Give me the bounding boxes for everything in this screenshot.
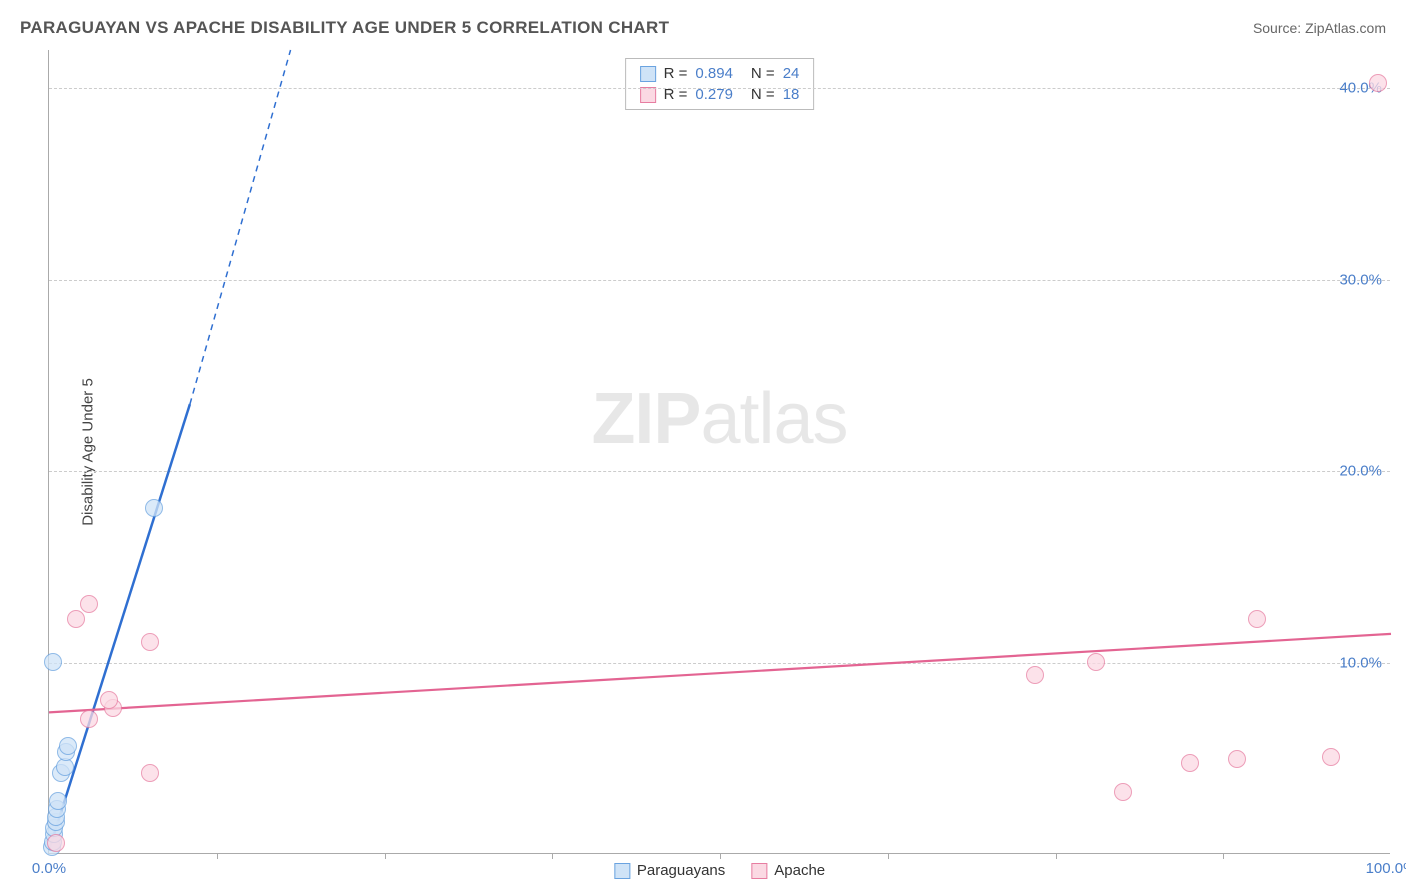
x-tick: [720, 853, 721, 859]
data-point: [1228, 750, 1246, 768]
data-point: [100, 691, 118, 709]
series-legend: Paraguayans Apache: [614, 862, 825, 879]
x-tick: [888, 853, 889, 859]
legend-n-value: 24: [783, 65, 800, 82]
data-point: [1369, 74, 1387, 92]
legend-swatch: [640, 66, 656, 82]
data-point: [56, 758, 74, 776]
data-point: [67, 610, 85, 628]
legend-label: Paraguayans: [637, 862, 725, 879]
x-tick: [385, 853, 386, 859]
chart-title: PARAGUAYAN VS APACHE DISABILITY AGE UNDE…: [20, 18, 669, 38]
y-tick-label: 20.0%: [1339, 463, 1382, 480]
x-tick: [217, 853, 218, 859]
source-label: Source: ZipAtlas.com: [1253, 20, 1386, 36]
legend-swatch: [614, 863, 630, 879]
gridline: [49, 471, 1390, 472]
data-point: [1181, 754, 1199, 772]
data-point: [1114, 783, 1132, 801]
gridline: [49, 280, 1390, 281]
header: PARAGUAYAN VS APACHE DISABILITY AGE UNDE…: [20, 18, 1386, 38]
legend-row: R =0.279N =18: [640, 84, 800, 105]
data-point: [49, 792, 67, 810]
legend-swatch: [751, 863, 767, 879]
legend-item: Paraguayans: [614, 862, 725, 879]
legend-item: Apache: [751, 862, 825, 879]
legend-label: Apache: [774, 862, 825, 879]
plot-container: Disability Age Under 5 ZIPatlas R =0.894…: [48, 50, 1390, 854]
legend-r-label: R =: [664, 65, 688, 82]
legend-r-value: 0.894: [695, 65, 733, 82]
data-point: [59, 737, 77, 755]
data-point: [141, 633, 159, 651]
data-point: [145, 499, 163, 517]
data-point: [47, 834, 65, 852]
gridline: [49, 663, 1390, 664]
data-point: [141, 764, 159, 782]
data-point: [1026, 666, 1044, 684]
plot-area: ZIPatlas R =0.894N =24R =0.279N =18 Para…: [48, 50, 1390, 854]
x-tick: [1056, 853, 1057, 859]
legend-n-label: N =: [751, 65, 775, 82]
data-point: [1087, 653, 1105, 671]
data-point: [44, 653, 62, 671]
legend-row: R = 0.894 N = 24: [640, 63, 800, 84]
data-point: [80, 710, 98, 728]
x-tick-label: 100.0%: [1366, 860, 1406, 877]
watermark: ZIPatlas: [591, 378, 847, 460]
data-point: [1322, 748, 1340, 766]
gridline: [49, 88, 1390, 89]
y-tick-label: 30.0%: [1339, 271, 1382, 288]
correlation-legend: R = 0.894 N = 24 R =0.279N =18: [625, 58, 815, 110]
y-tick-label: 10.0%: [1339, 654, 1382, 671]
x-tick-label: 0.0%: [32, 860, 66, 877]
data-point: [1248, 610, 1266, 628]
trend-lines: [49, 50, 1391, 854]
data-point: [80, 595, 98, 613]
x-tick: [552, 853, 553, 859]
x-tick: [1223, 853, 1224, 859]
